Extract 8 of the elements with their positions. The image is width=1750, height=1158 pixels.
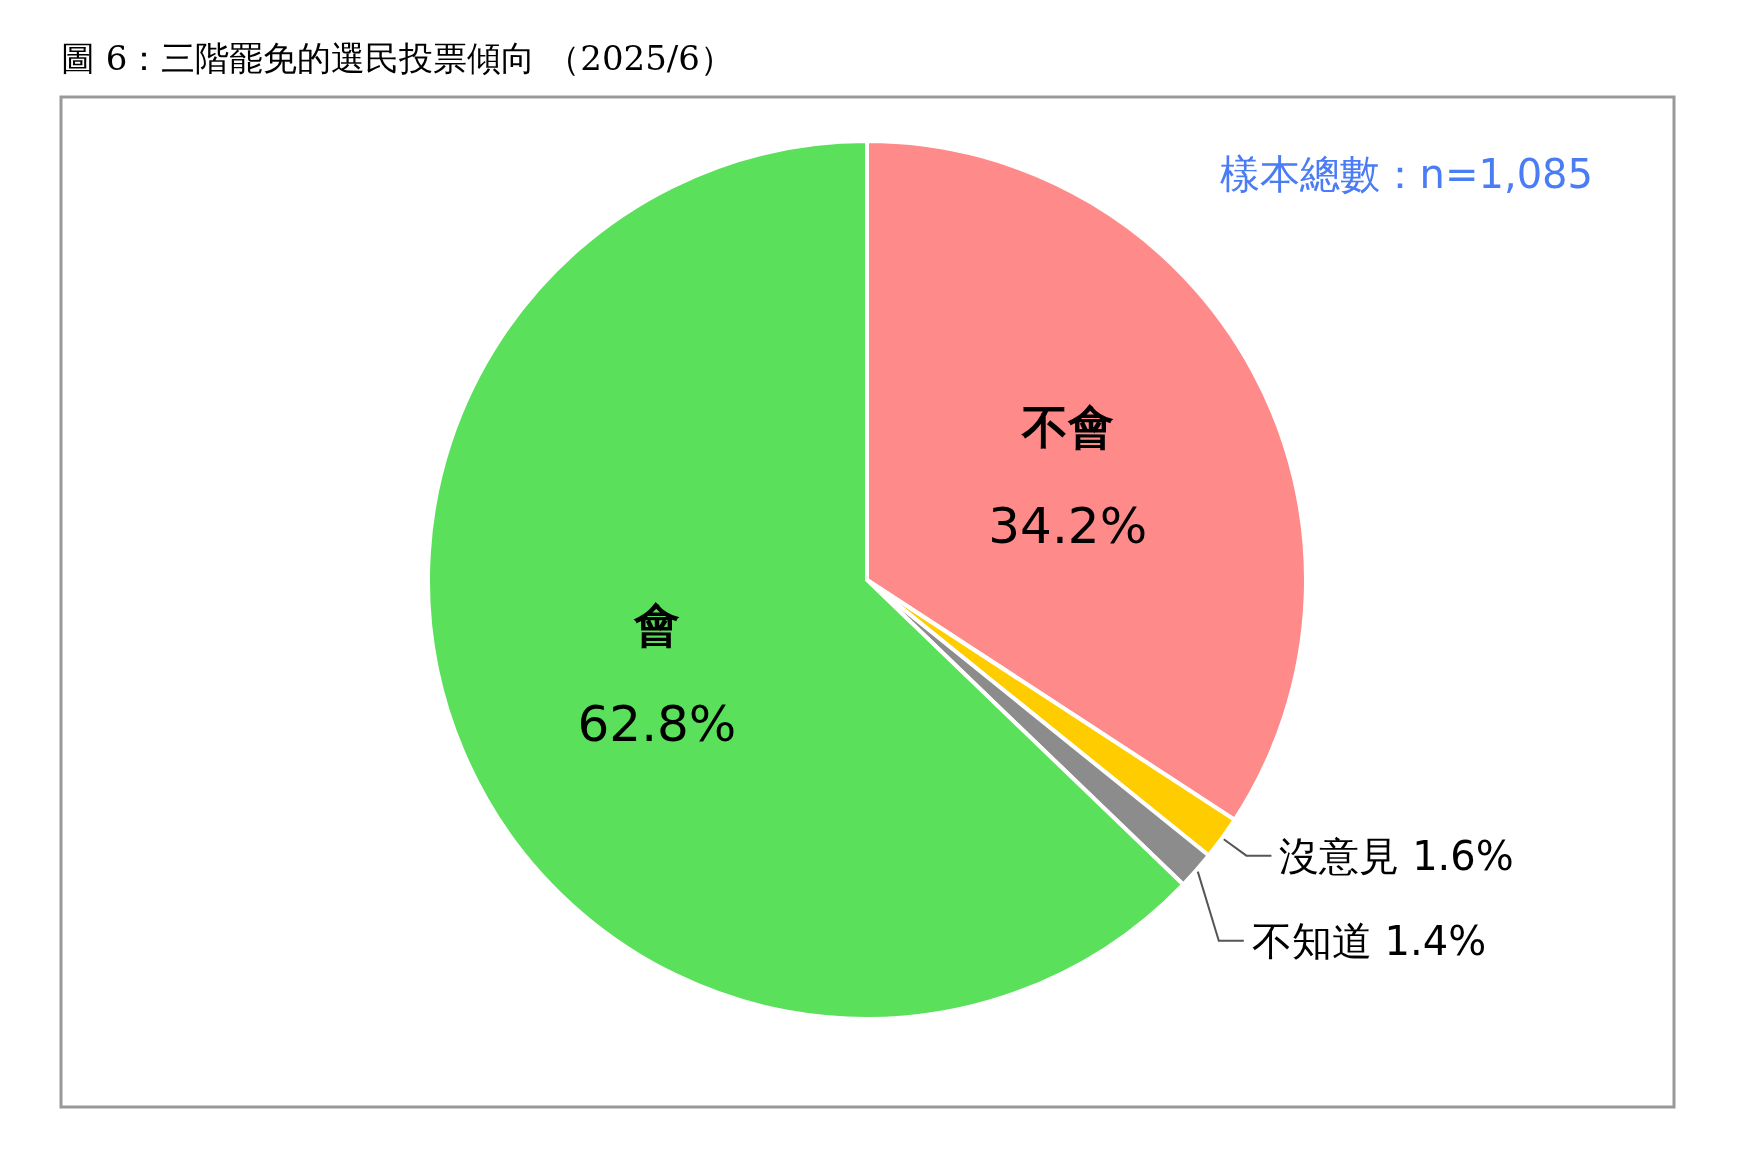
- text: 樣本總數：n=1,085: [1219, 151, 1593, 197]
- slice-label: 沒意見 1.6%: [1279, 832, 1514, 879]
- slice-label: 會: [632, 598, 680, 653]
- data-label: 62.8%: [577, 695, 737, 754]
- data-label: 34.2%: [988, 497, 1148, 556]
- slice-label: 不知道 1.4%: [1251, 917, 1487, 964]
- slice-label: 不會: [1020, 400, 1114, 455]
- chart-title: 圖 6：三階罷免的選民投票傾向 （2025/6）: [61, 38, 734, 78]
